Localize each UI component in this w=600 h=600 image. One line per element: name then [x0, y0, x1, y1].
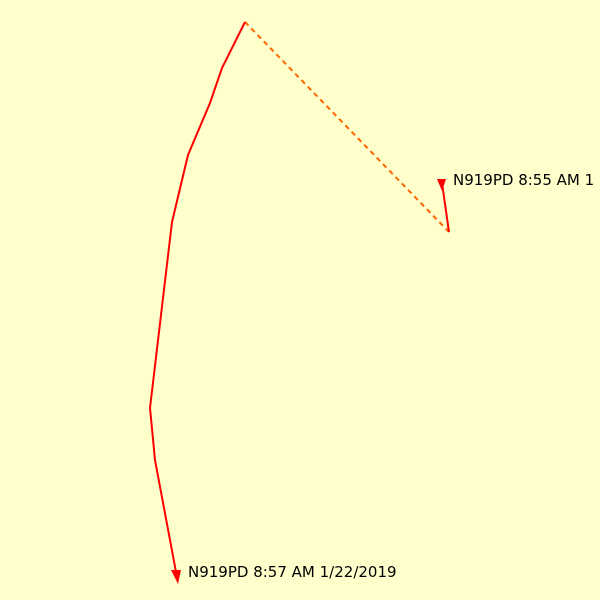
- arrowhead-icon: [171, 570, 181, 584]
- track-segment-1[interactable]: [441, 182, 450, 233]
- gap-connector-line: [244, 21, 450, 233]
- track-label-2: N919PD 8:57 AM 1/22/2019: [188, 563, 397, 581]
- arrowhead-icon: [437, 179, 446, 191]
- track-label-1: N919PD 8:55 AM 1: [453, 171, 595, 189]
- track-segment-2[interactable]: [148, 21, 246, 573]
